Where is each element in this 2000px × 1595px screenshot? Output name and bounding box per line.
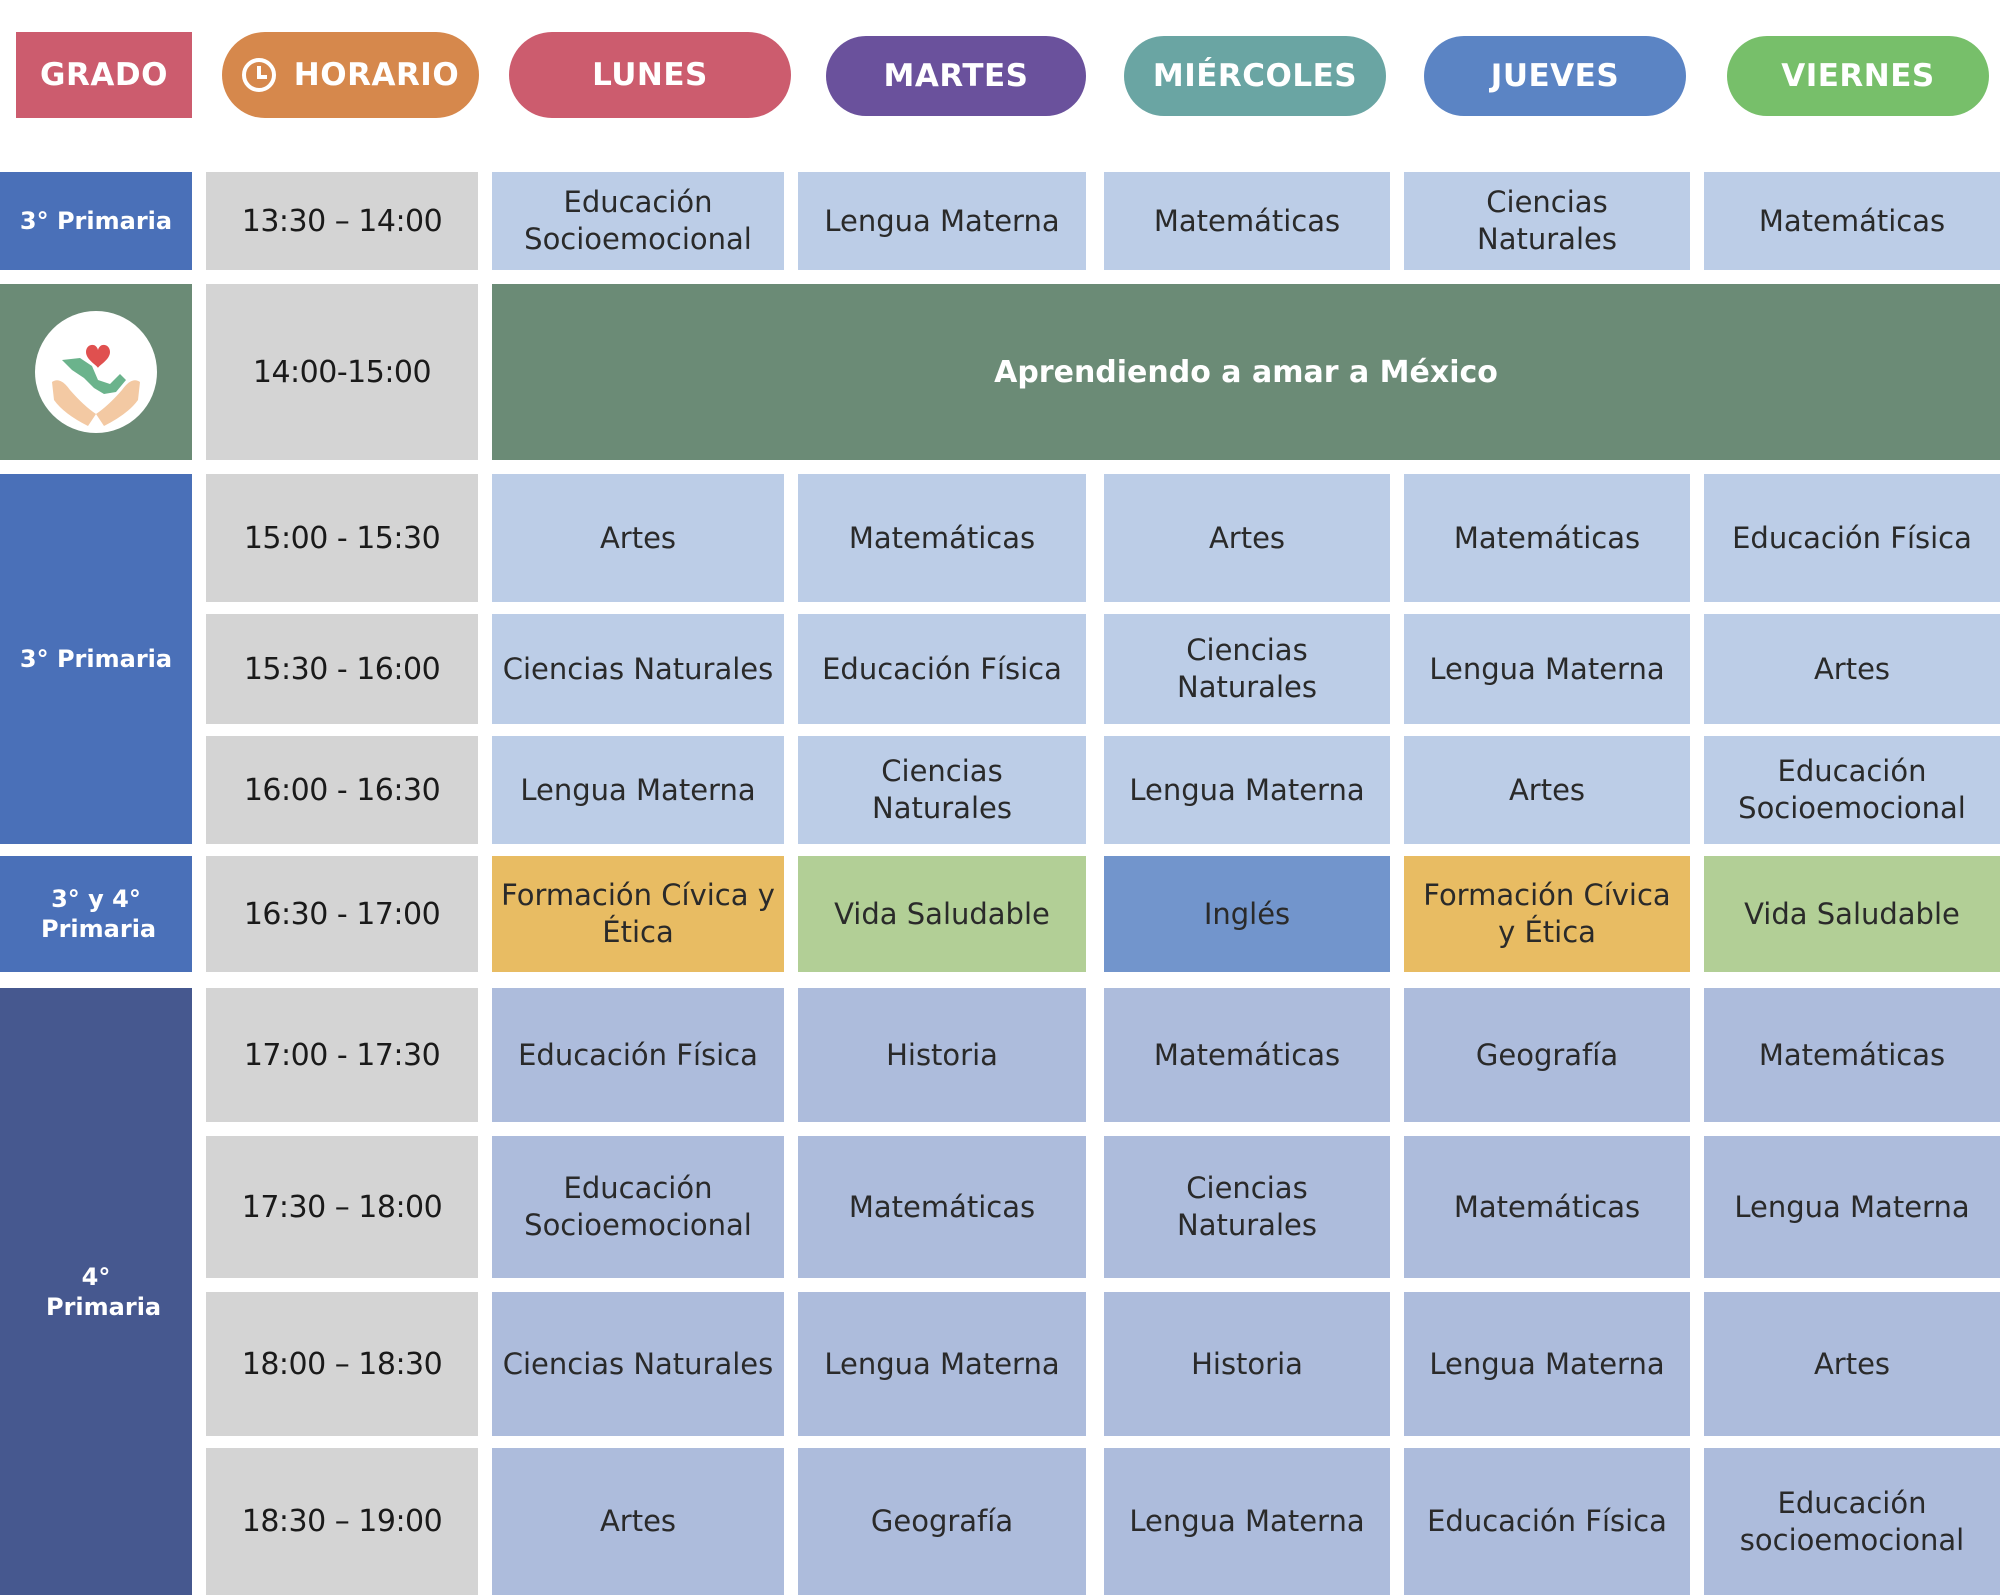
schedule-cell: Lengua Materna (492, 736, 784, 844)
schedule-cell: Lengua Materna (1404, 614, 1690, 724)
heart-hands-map-icon (35, 311, 157, 433)
schedule-cell: Artes (492, 474, 784, 602)
schedule-cell: Historia (798, 988, 1086, 1122)
schedule-cell: Educación Socioemocional (1704, 736, 2000, 844)
schedule-cell: Artes (492, 1448, 784, 1595)
schedule-cell: Artes (1404, 736, 1690, 844)
schedule-cell: Lengua Materna (798, 1292, 1086, 1436)
schedule-cell: Formación Cívica y Ética (492, 856, 784, 972)
schedule-cell: Matemáticas (1104, 988, 1390, 1122)
schedule-cell: Artes (1704, 1292, 2000, 1436)
day-label: JUEVES (1490, 58, 1620, 94)
schedule-cell: Vida Saludable (798, 856, 1086, 972)
schedule-cell: Ciencias Naturales (492, 1292, 784, 1436)
header-day-viernes: VIERNES (1727, 36, 1989, 116)
time-slot: 16:00 - 16:30 (206, 736, 478, 844)
grade-3y4-primaria: 3° y 4° Primaria (0, 856, 192, 972)
programa-logo-cell (0, 284, 192, 460)
time-slot: 18:00 – 18:30 (206, 1292, 478, 1436)
day-label: VIERNES (1781, 58, 1935, 94)
schedule-cell: Lengua Materna (1704, 1136, 2000, 1278)
schedule-cell: Lengua Materna (1404, 1292, 1690, 1436)
schedule-cell: Matemáticas (1104, 172, 1390, 270)
schedule-cell: Educación Física (492, 988, 784, 1122)
grade-4-primaria: 4° Primaria (0, 988, 192, 1595)
header-day-jueves: JUEVES (1424, 36, 1686, 116)
schedule-cell: Artes (1704, 614, 2000, 724)
header-day-lunes: LUNES (509, 32, 791, 118)
schedule-cell: Inglés (1104, 856, 1390, 972)
header-grado: GRADO (16, 32, 192, 118)
schedule-cell: Ciencias Naturales (798, 736, 1086, 844)
schedule-cell: Geografía (798, 1448, 1086, 1595)
day-label: LUNES (592, 57, 708, 93)
schedule-cell: Ciencias Naturales (492, 614, 784, 724)
schedule-cell: Historia (1104, 1292, 1390, 1436)
time-slot: 18:30 – 19:00 (206, 1448, 478, 1595)
time-slot: 14:00-15:00 (206, 284, 478, 460)
schedule-cell: Educación Socioemocional (492, 1136, 784, 1278)
schedule-cell: Matemáticas (798, 1136, 1086, 1278)
header-horario: HORARIO (222, 32, 479, 118)
schedule-cell: Matemáticas (1704, 988, 2000, 1122)
header-day-martes: MARTES (826, 36, 1086, 116)
grade-label: 3° Primaria (19, 207, 173, 235)
banner-aprendiendo-a-amar-a-mexico: Aprendiendo a amar a México (492, 284, 2000, 460)
banner-label: Aprendiendo a amar a México (994, 354, 1498, 390)
schedule-cell: Ciencias Naturales (1404, 172, 1690, 270)
schedule-cell: Ciencias Naturales (1104, 614, 1390, 724)
time-slot: 13:30 – 14:00 (206, 172, 478, 270)
grade-label: 3° y 4° Primaria (41, 885, 157, 943)
schedule-cell: Matemáticas (1404, 474, 1690, 602)
grade-label: 3° Primaria (19, 645, 173, 673)
schedule-cell: Matemáticas (1404, 1136, 1690, 1278)
schedule-cell: Lengua Materna (798, 172, 1086, 270)
grade-3-primaria-top: 3° Primaria (0, 172, 192, 270)
schedule-cell: Lengua Materna (1104, 736, 1390, 844)
schedule-cell: Artes (1104, 474, 1390, 602)
grade-label: 4° Primaria (46, 1262, 162, 1321)
time-slot: 15:00 - 15:30 (206, 474, 478, 602)
day-label: MARTES (883, 58, 1029, 94)
schedule-cell: Lengua Materna (1104, 1448, 1390, 1595)
schedule-cell: Educación Física (798, 614, 1086, 724)
schedule-cell: Vida Saludable (1704, 856, 2000, 972)
schedule-cell: Formación Cívica y Ética (1404, 856, 1690, 972)
time-slot: 15:30 - 16:00 (206, 614, 478, 724)
schedule-cell: Matemáticas (798, 474, 1086, 602)
time-slot: 16:30 - 17:00 (206, 856, 478, 972)
time-slot: 17:00 - 17:30 (206, 988, 478, 1122)
schedule-cell: Matemáticas (1704, 172, 2000, 270)
clock-icon (241, 58, 276, 92)
header-day-miercoles: MIÉRCOLES (1124, 36, 1386, 116)
schedule-cell: Educación Física (1404, 1448, 1690, 1595)
day-label: MIÉRCOLES (1152, 58, 1358, 94)
header-grado-label: GRADO (40, 57, 168, 93)
schedule-cell: Educación Física (1704, 474, 2000, 602)
grade-3-primaria-middle: 3° Primaria (0, 474, 192, 844)
header-horario-label: HORARIO (293, 57, 460, 93)
time-slot: 17:30 – 18:00 (206, 1136, 478, 1278)
schedule-cell: Ciencias Naturales (1104, 1136, 1390, 1278)
schedule-cell: Educación Socioemocional (492, 172, 784, 270)
schedule-cell: Geografía (1404, 988, 1690, 1122)
schedule-cell: Educación socioemocional (1704, 1448, 2000, 1595)
